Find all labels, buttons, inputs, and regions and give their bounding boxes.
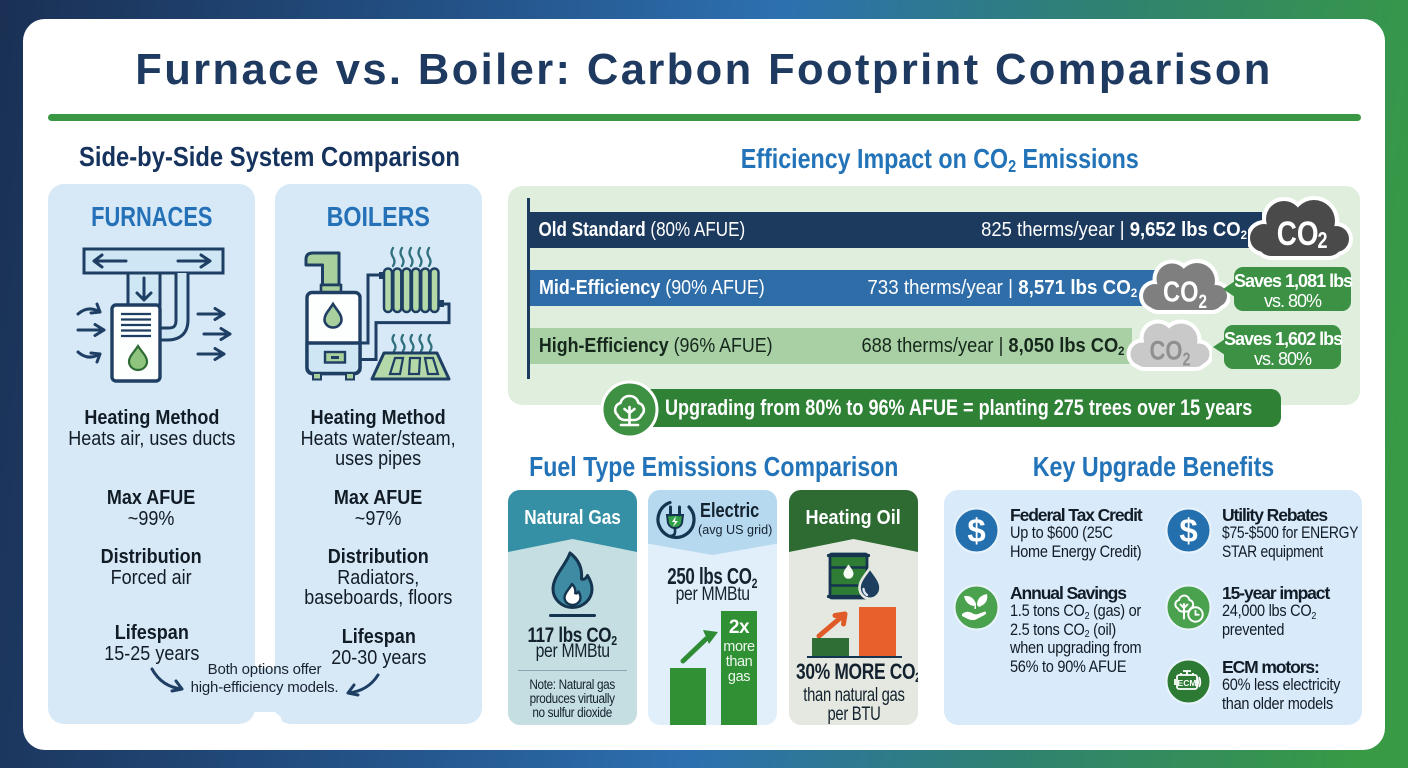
svg-text:$: $ [1179,512,1197,549]
svg-text:ECM: ECM [1178,678,1197,688]
svg-text:2: 2 [1199,292,1208,313]
svg-text:2: 2 [1183,350,1191,370]
svg-text:2: 2 [1318,227,1328,253]
svg-text:CO: CO [1163,277,1199,309]
svg-text:CO: CO [1277,215,1319,253]
svg-text:$: $ [967,512,985,549]
svg-text:CO: CO [1150,336,1183,366]
